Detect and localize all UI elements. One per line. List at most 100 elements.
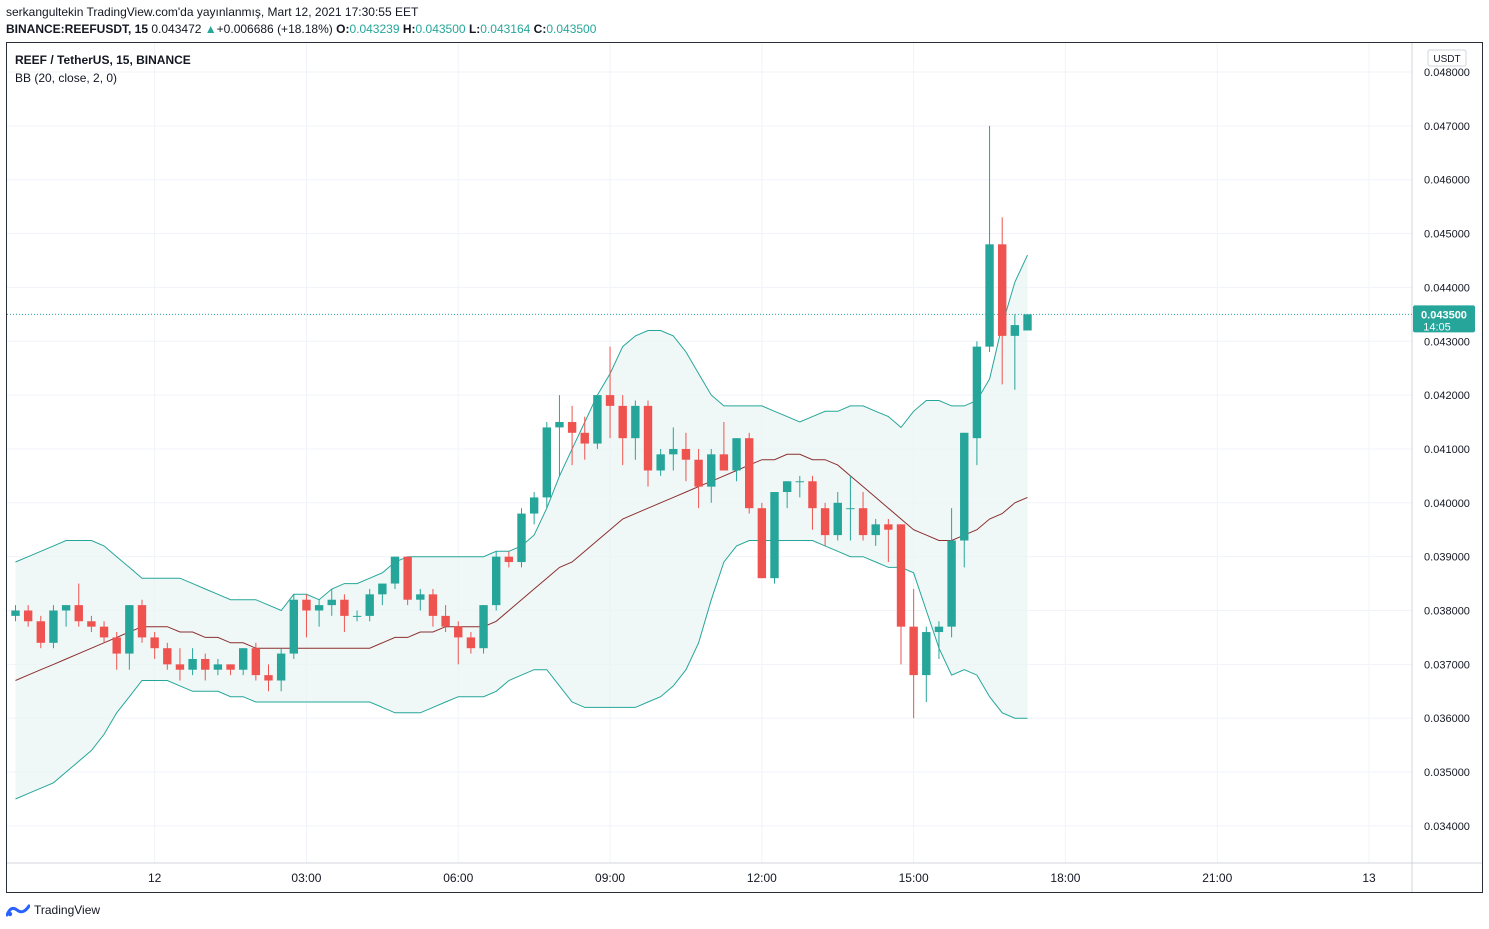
candle-body	[99, 626, 109, 638]
candle-body	[669, 448, 678, 455]
candle-body	[226, 664, 235, 670]
time-tick-label: 13	[1362, 871, 1376, 885]
price-tag-value: 0.043500	[1421, 309, 1467, 321]
candle-body	[504, 556, 514, 563]
candle-body	[137, 605, 147, 638]
candle-body	[390, 556, 400, 584]
candle-body	[972, 346, 982, 439]
candle-body	[707, 454, 716, 487]
price-tick-label: 0.047000	[1424, 121, 1470, 133]
indicator-legend[interactable]: BB (20, close, 2, 0)	[15, 71, 118, 85]
ohlc-header: BINANCE:REEFUSDT, 15 0.043472 ▲+0.006686…	[6, 22, 596, 36]
time-tick-label: 21:00	[1202, 871, 1232, 885]
candle-body	[365, 594, 374, 616]
price-tick-label: 0.046000	[1424, 175, 1470, 187]
candle-body	[770, 492, 779, 579]
candle-body	[985, 244, 994, 347]
candle-body	[466, 637, 476, 649]
candle-body	[340, 599, 349, 616]
candle-body	[782, 481, 792, 493]
last-value: 0.043472	[151, 22, 202, 36]
currency-badge	[1427, 49, 1467, 67]
candle-body	[201, 658, 210, 670]
time-tick-label: 18:00	[1050, 871, 1080, 885]
candle-body	[732, 438, 741, 471]
low-value: 0.043164	[480, 22, 531, 36]
candle-body	[896, 524, 906, 627]
candle-body	[757, 508, 767, 579]
candle-body	[593, 395, 602, 444]
price-tick-label: 0.042000	[1424, 390, 1470, 402]
candle-body	[820, 508, 830, 536]
up-arrow-icon: ▲	[204, 22, 217, 36]
time-tick-label: 15:00	[899, 871, 929, 885]
price-tick-label: 0.036000	[1424, 713, 1470, 725]
candle-body	[454, 626, 463, 638]
time-tick-label: 03:00	[291, 871, 321, 885]
price-tag-countdown: 14:05	[1423, 321, 1451, 333]
candle-body	[163, 648, 172, 665]
candle-body	[11, 610, 20, 616]
candle-body	[302, 599, 311, 611]
brand-footer[interactable]: TradingView	[6, 903, 100, 917]
tradingview-logo-icon	[6, 904, 30, 917]
candle-body	[251, 648, 261, 676]
candle-body	[694, 459, 703, 487]
price-tick-label: 0.043000	[1424, 336, 1470, 348]
candle-body	[884, 524, 893, 530]
candle-body	[188, 658, 197, 670]
candle-body	[580, 432, 589, 444]
bb-band-fill	[15, 255, 1028, 800]
candle-body	[795, 481, 804, 483]
change-value: +0.006686 (+18.18%)	[216, 22, 333, 36]
time-tick-label: 09:00	[595, 871, 625, 885]
time-tick-label: 06:00	[443, 871, 473, 885]
high-value: 0.043500	[415, 22, 466, 36]
candle-body	[846, 508, 855, 510]
candle-body	[492, 556, 501, 606]
candle-body	[643, 405, 653, 471]
candle-body	[858, 508, 868, 536]
candle-body	[175, 664, 185, 670]
candle-body	[947, 540, 956, 627]
price-tick-label: 0.038000	[1424, 606, 1470, 618]
candle-body	[239, 648, 248, 670]
candle-body	[289, 599, 298, 654]
price-tag	[1413, 305, 1475, 333]
time-tick-label: 12	[148, 871, 162, 885]
candle-body	[112, 637, 121, 654]
candle-body	[1010, 325, 1020, 336]
chart-frame[interactable]	[6, 42, 1483, 893]
price-tick-label: 0.048000	[1424, 67, 1470, 79]
currency-badge-label: USDT	[1433, 54, 1460, 65]
candle-body	[264, 675, 273, 681]
candle-body	[529, 497, 539, 514]
close-label: C:	[533, 22, 547, 36]
price-tick-label: 0.035000	[1424, 767, 1470, 779]
open-value: 0.043239	[349, 22, 400, 36]
price-tick-label: 0.037000	[1424, 659, 1470, 671]
bb-basis-line	[15, 453, 1028, 681]
chart-legend-title: REEF / TetherUS, 15, BINANCE	[15, 53, 191, 67]
author-line: serkangultekin TradingView.com'da yayınl…	[6, 5, 419, 19]
candle-body	[213, 664, 223, 670]
candle-body	[61, 605, 71, 611]
price-tick-label: 0.045000	[1424, 229, 1470, 241]
candle-body	[833, 502, 842, 536]
symbol-label: BINANCE:REEFUSDT, 15	[6, 22, 149, 36]
candle-body	[960, 432, 969, 541]
candle-body	[441, 615, 450, 627]
candle-body	[656, 454, 665, 471]
close-value: 0.043500	[546, 22, 597, 36]
candle-body	[428, 594, 438, 616]
candle-body	[416, 594, 425, 600]
candle-body	[922, 632, 931, 676]
time-tick-label: 12:00	[747, 871, 777, 885]
low-label: L:	[468, 22, 481, 36]
candle-body	[479, 605, 488, 649]
candle-body	[745, 438, 754, 509]
candle-body	[605, 395, 615, 406]
candle-body	[808, 481, 817, 509]
candle-body	[681, 448, 691, 460]
